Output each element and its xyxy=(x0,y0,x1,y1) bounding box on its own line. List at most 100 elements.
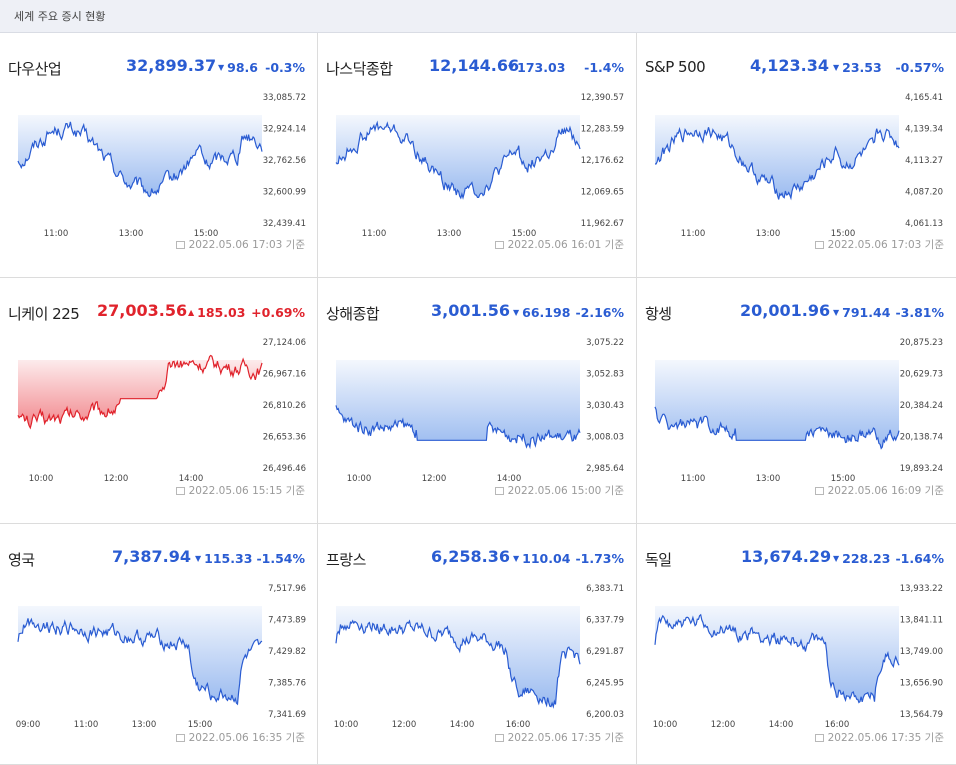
market-name: 프랑스 xyxy=(326,551,366,569)
price-line xyxy=(654,613,900,704)
down-triangle-icon: ▼ xyxy=(218,63,225,72)
down-triangle-icon: ▼ xyxy=(508,63,515,72)
calendar-icon xyxy=(494,241,504,249)
x-tick-label: 13:00 xyxy=(756,229,781,239)
market-card-uk[interactable]: 영국 7,387.94 ▼ 115.33 -1.54% 7,517.96 7,473… xyxy=(0,524,318,765)
y-tick-label: 19,893.24 xyxy=(900,464,943,474)
y-tick-label: 4,061.13 xyxy=(905,219,943,229)
market-change: 98.6 xyxy=(227,60,258,75)
y-tick-label: 7,341.69 xyxy=(268,710,306,720)
timestamp: 2022.05.06 17:03 기준 xyxy=(814,237,944,252)
y-tick-label: 20,629.73 xyxy=(900,370,943,380)
market-name: 다우산업 xyxy=(8,60,62,78)
x-tick-label: 11:00 xyxy=(74,720,99,730)
down-triangle-icon: ▼ xyxy=(513,554,520,563)
price-line xyxy=(17,617,263,706)
market-card-nikkei[interactable]: 니케이 225 27,003.56 ▲ 185.03 +0.69% 27,124.… xyxy=(0,278,318,524)
market-name: S&P 500 xyxy=(645,58,706,76)
y-tick-label: 3,075.22 xyxy=(586,338,624,348)
y-tick-label: 12,176.62 xyxy=(581,156,624,166)
timestamp: 2022.05.06 17:35 기준 xyxy=(814,730,944,745)
market-card-hangseng[interactable]: 항셍 20,001.96 ▼ 791.44 -3.81% 20,875.23 20,… xyxy=(637,278,956,524)
market-price: 3,001.56 xyxy=(431,301,510,320)
x-tick-label: 15:00 xyxy=(831,474,856,484)
market-card-dow[interactable]: 다우산업 32,899.37 ▼ 98.6 -0.3% 33,085.72 32,9… xyxy=(0,33,318,278)
y-tick-label: 3,030.43 xyxy=(586,401,624,411)
intraday-chart: 13,933.22 13,841.11 13,749.00 13,656.90 13,5… xyxy=(653,584,943,730)
price-line xyxy=(335,405,581,450)
page-title: 세계 주요 증시 현황 xyxy=(14,10,106,23)
price-line xyxy=(654,126,900,201)
market-card-france[interactable]: 프랑스 6,258.36 ▼ 110.04 -1.73% 6,383.71 6,33… xyxy=(318,524,637,765)
calendar-icon xyxy=(814,241,824,249)
intraday-chart: 3,075.22 3,052.83 3,030.43 3,008.03 2,985.64… xyxy=(335,338,624,484)
timestamp-suffix: 기준 xyxy=(285,732,305,744)
market-grid: 다우산업 32,899.37 ▼ 98.6 -0.3% 33,085.72 32,9… xyxy=(0,33,956,765)
y-tick-label: 32,762.56 xyxy=(263,156,306,166)
timestamp-value: 2022.05.06 17:03 xyxy=(188,239,283,251)
timestamp-value: 2022.05.06 16:01 xyxy=(507,239,602,251)
timestamp: 2022.05.06 17:03 기준 xyxy=(175,237,305,252)
y-tick-label: 32,924.14 xyxy=(263,125,306,135)
timestamp-suffix: 기준 xyxy=(604,239,624,251)
market-change-percent: -1.64% xyxy=(895,551,944,566)
y-tick-label: 4,165.41 xyxy=(905,93,943,103)
market-change: 185.03 xyxy=(197,305,246,320)
timestamp: 2022.05.06 16:01 기준 xyxy=(494,237,624,252)
y-tick-label: 6,337.79 xyxy=(586,616,624,626)
timestamp-suffix: 기준 xyxy=(604,485,624,497)
y-tick-label: 7,429.82 xyxy=(268,647,306,657)
change-wrap: ▼ 791.44 xyxy=(833,305,890,320)
x-tick-label: 10:00 xyxy=(653,720,678,730)
y-tick-label: 4,113.27 xyxy=(905,156,943,166)
y-tick-label: 13,933.22 xyxy=(900,584,943,594)
x-tick-label: 12:00 xyxy=(422,474,447,484)
intraday-chart: 12,390.57 12,283.59 12,176.62 12,069.65 11,9… xyxy=(335,93,624,239)
calendar-icon xyxy=(814,487,824,495)
x-tick-label: 11:00 xyxy=(681,229,706,239)
y-tick-label: 2,985.64 xyxy=(586,464,624,474)
market-card-nasdaq[interactable]: 나스닥종합 12,144.66 ▼ 173.03 -1.4% 12,390.57 1… xyxy=(318,33,637,278)
x-tick-label: 14:00 xyxy=(450,720,475,730)
x-tick-label: 15:00 xyxy=(188,720,213,730)
y-tick-label: 12,283.59 xyxy=(581,125,624,135)
y-tick-label: 13,749.00 xyxy=(900,647,943,657)
market-change: 115.33 xyxy=(204,551,253,566)
market-change-percent: -0.57% xyxy=(895,60,944,75)
intraday-chart: 4,165.41 4,139.34 4,113.27 4,087.20 4,061.13… xyxy=(654,93,943,239)
market-card-sp500[interactable]: S&P 500 4,123.34 ▼ 23.53 -0.57% 4,165.41 4… xyxy=(637,33,956,278)
market-name: 상해종합 xyxy=(326,305,380,323)
y-tick-label: 7,517.96 xyxy=(268,584,306,594)
chart-area-fill xyxy=(18,115,262,197)
change-wrap: ▼ 228.23 xyxy=(833,551,890,566)
x-tick-label: 16:00 xyxy=(825,720,850,730)
y-tick-label: 7,385.76 xyxy=(268,679,306,689)
chart-area-fill xyxy=(336,115,580,198)
y-tick-label: 6,200.03 xyxy=(586,710,624,720)
market-card-shanghai[interactable]: 상해종합 3,001.56 ▼ 66.198 -2.16% 3,075.22 3,0… xyxy=(318,278,637,524)
chart-area-fill xyxy=(336,360,580,447)
market-change: 110.04 xyxy=(522,551,571,566)
timestamp-value: 2022.05.06 16:35 xyxy=(188,732,283,744)
y-tick-label: 20,384.24 xyxy=(900,401,943,411)
y-tick-label: 4,087.20 xyxy=(905,188,943,198)
market-change-percent: -1.4% xyxy=(584,60,624,75)
y-tick-label: 26,967.16 xyxy=(263,370,306,380)
y-tick-label: 26,496.46 xyxy=(263,464,306,474)
timestamp-suffix: 기준 xyxy=(285,239,305,251)
market-name: 독일 xyxy=(645,551,672,569)
y-tick-label: 12,069.65 xyxy=(581,188,624,198)
y-tick-label: 11,962.67 xyxy=(581,219,624,229)
chart-area-fill xyxy=(655,360,899,449)
market-price: 6,258.36 xyxy=(431,547,510,566)
x-tick-label: 14:00 xyxy=(179,474,204,484)
timestamp: 2022.05.06 15:00 기준 xyxy=(494,483,624,498)
timestamp: 2022.05.06 16:35 기준 xyxy=(175,730,305,745)
timestamp-value: 2022.05.06 17:35 xyxy=(827,732,922,744)
x-tick-label: 12:00 xyxy=(392,720,417,730)
calendar-icon xyxy=(814,734,824,742)
market-card-germany[interactable]: 독일 13,674.29 ▼ 228.23 -1.64% 13,933.22 13,… xyxy=(637,524,956,765)
y-tick-label: 33,085.72 xyxy=(263,93,306,103)
market-change-percent: -1.73% xyxy=(575,551,624,566)
page-header: 세계 주요 증시 현황 xyxy=(0,0,956,33)
